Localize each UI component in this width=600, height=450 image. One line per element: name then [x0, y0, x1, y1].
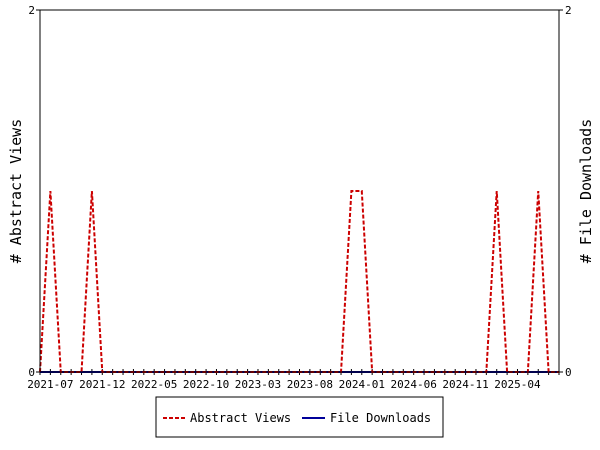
y-axis-label-right: # File Downloads — [577, 119, 595, 264]
x-tick-label-2024-06: 2024-06 — [391, 378, 437, 391]
x-tick-label-2023-08: 2023-08 — [287, 378, 333, 391]
x-tick-label-2022-10: 2022-10 — [183, 378, 229, 391]
x-tick-label-2024-01: 2024-01 — [339, 378, 385, 391]
labels-layer: 2021-07 2021-12 2022-05 2022-10 2023-03 2023-… — [27, 4, 571, 391]
x-tick-label-2024-11: 2024-11 — [442, 378, 488, 391]
series-line-abstract-views — [39, 190, 559, 373]
y-tick-label-left-0: 0 — [28, 366, 35, 379]
legend-label-abstract-views: Abstract Views — [190, 411, 291, 425]
x-tick-label-2021-07: 2021-07 — [27, 378, 73, 391]
x-tick-label-2025-04: 2025-04 — [494, 378, 541, 391]
x-tick-label-2021-12: 2021-12 — [79, 378, 125, 391]
y-tick-label-left-2: 2 — [28, 4, 35, 17]
y-tick-label-right-0: 0 — [565, 366, 572, 379]
legend-box — [155, 396, 444, 438]
x-tick-label-2023-03: 2023-03 — [235, 378, 281, 391]
y-tick-label-right-2: 2 — [565, 4, 572, 17]
legend-label-file-downloads: File Downloads — [330, 411, 431, 425]
ticks-layer — [36, 9, 563, 375]
series-layer — [39, 190, 559, 373]
plot-frame — [39, 9, 560, 373]
x-tick-label-2022-05: 2022-05 — [131, 378, 177, 391]
y-axis-label-left: # Abstract Views — [7, 119, 25, 264]
legend: Abstract Views File Downloads — [155, 396, 444, 438]
